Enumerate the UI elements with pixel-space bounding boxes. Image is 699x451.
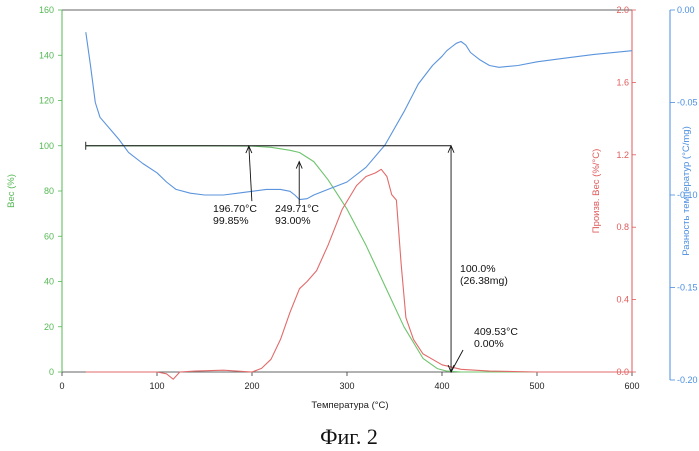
x-tick-label: 500 bbox=[529, 381, 544, 391]
annotation-2-line-2: 93.00% bbox=[275, 215, 311, 227]
annotation-1-line-2: 99.85% bbox=[213, 215, 249, 227]
temp-diff-tick-label: -0.05 bbox=[677, 98, 698, 108]
temp-diff-tick-label: -0.20 bbox=[677, 375, 698, 385]
weight-tick-label: 0 bbox=[49, 367, 54, 377]
weight-tick-label: 100 bbox=[39, 141, 54, 151]
weight-tick-label: 80 bbox=[44, 186, 54, 196]
weight-axis-label: Вес (%) bbox=[6, 174, 17, 208]
x-tick-label: 200 bbox=[244, 381, 259, 391]
deriv-tick-label: 0.8 bbox=[616, 222, 629, 232]
temp-diff-tick-label: 0.00 bbox=[677, 5, 695, 15]
annotation-4-line-1: 100.0% bbox=[460, 263, 496, 275]
x-tick-label: 400 bbox=[434, 381, 449, 391]
series-line-deriv bbox=[86, 169, 632, 379]
deriv-tick-label: 2.0 bbox=[616, 5, 629, 15]
deriv-tick-label: 0.4 bbox=[616, 295, 629, 305]
weight-tick-label: 120 bbox=[39, 96, 54, 106]
figure-caption: Фиг. 2 bbox=[320, 424, 378, 449]
weight-tick-label: 160 bbox=[39, 5, 54, 15]
weight-tick-label: 20 bbox=[44, 322, 54, 332]
annotation-2-line-1: 249.71°C bbox=[275, 203, 319, 215]
temp-diff-axis-label: Разность температур (°C/mg) bbox=[681, 126, 692, 255]
series-line-temp_diff bbox=[86, 32, 632, 199]
annotation-1-line-1: 196.70°C bbox=[213, 203, 257, 215]
x-tick-label: 300 bbox=[339, 381, 354, 391]
series-line-weight bbox=[86, 146, 632, 372]
weight-tick-label: 40 bbox=[44, 277, 54, 287]
deriv-tick-label: 1.6 bbox=[616, 77, 629, 87]
annotation-3-line-2: 0.00% bbox=[474, 338, 504, 350]
deriv-tick-label: 1.2 bbox=[616, 150, 629, 160]
x-tick-label: 100 bbox=[149, 381, 164, 391]
weight-tick-label: 140 bbox=[39, 50, 54, 60]
temp-diff-tick-label: -0.15 bbox=[677, 283, 698, 293]
deriv-axis-label: Произв. Вес (%/°C) bbox=[591, 149, 602, 233]
x-axis-label: Температура (°C) bbox=[311, 400, 388, 411]
x-tick-label: 600 bbox=[624, 381, 639, 391]
annotation-4-line-2: (26.38mg) bbox=[460, 275, 508, 287]
annotation-leader-1 bbox=[249, 146, 252, 201]
weight-tick-label: 60 bbox=[44, 231, 54, 241]
annotation-3-line-1: 409.53°C bbox=[474, 326, 518, 338]
x-tick-label: 0 bbox=[59, 381, 64, 391]
tga-chart: 0 100 200 300 400 500 600 Температура (°C) 0 20 40… bbox=[0, 0, 699, 451]
